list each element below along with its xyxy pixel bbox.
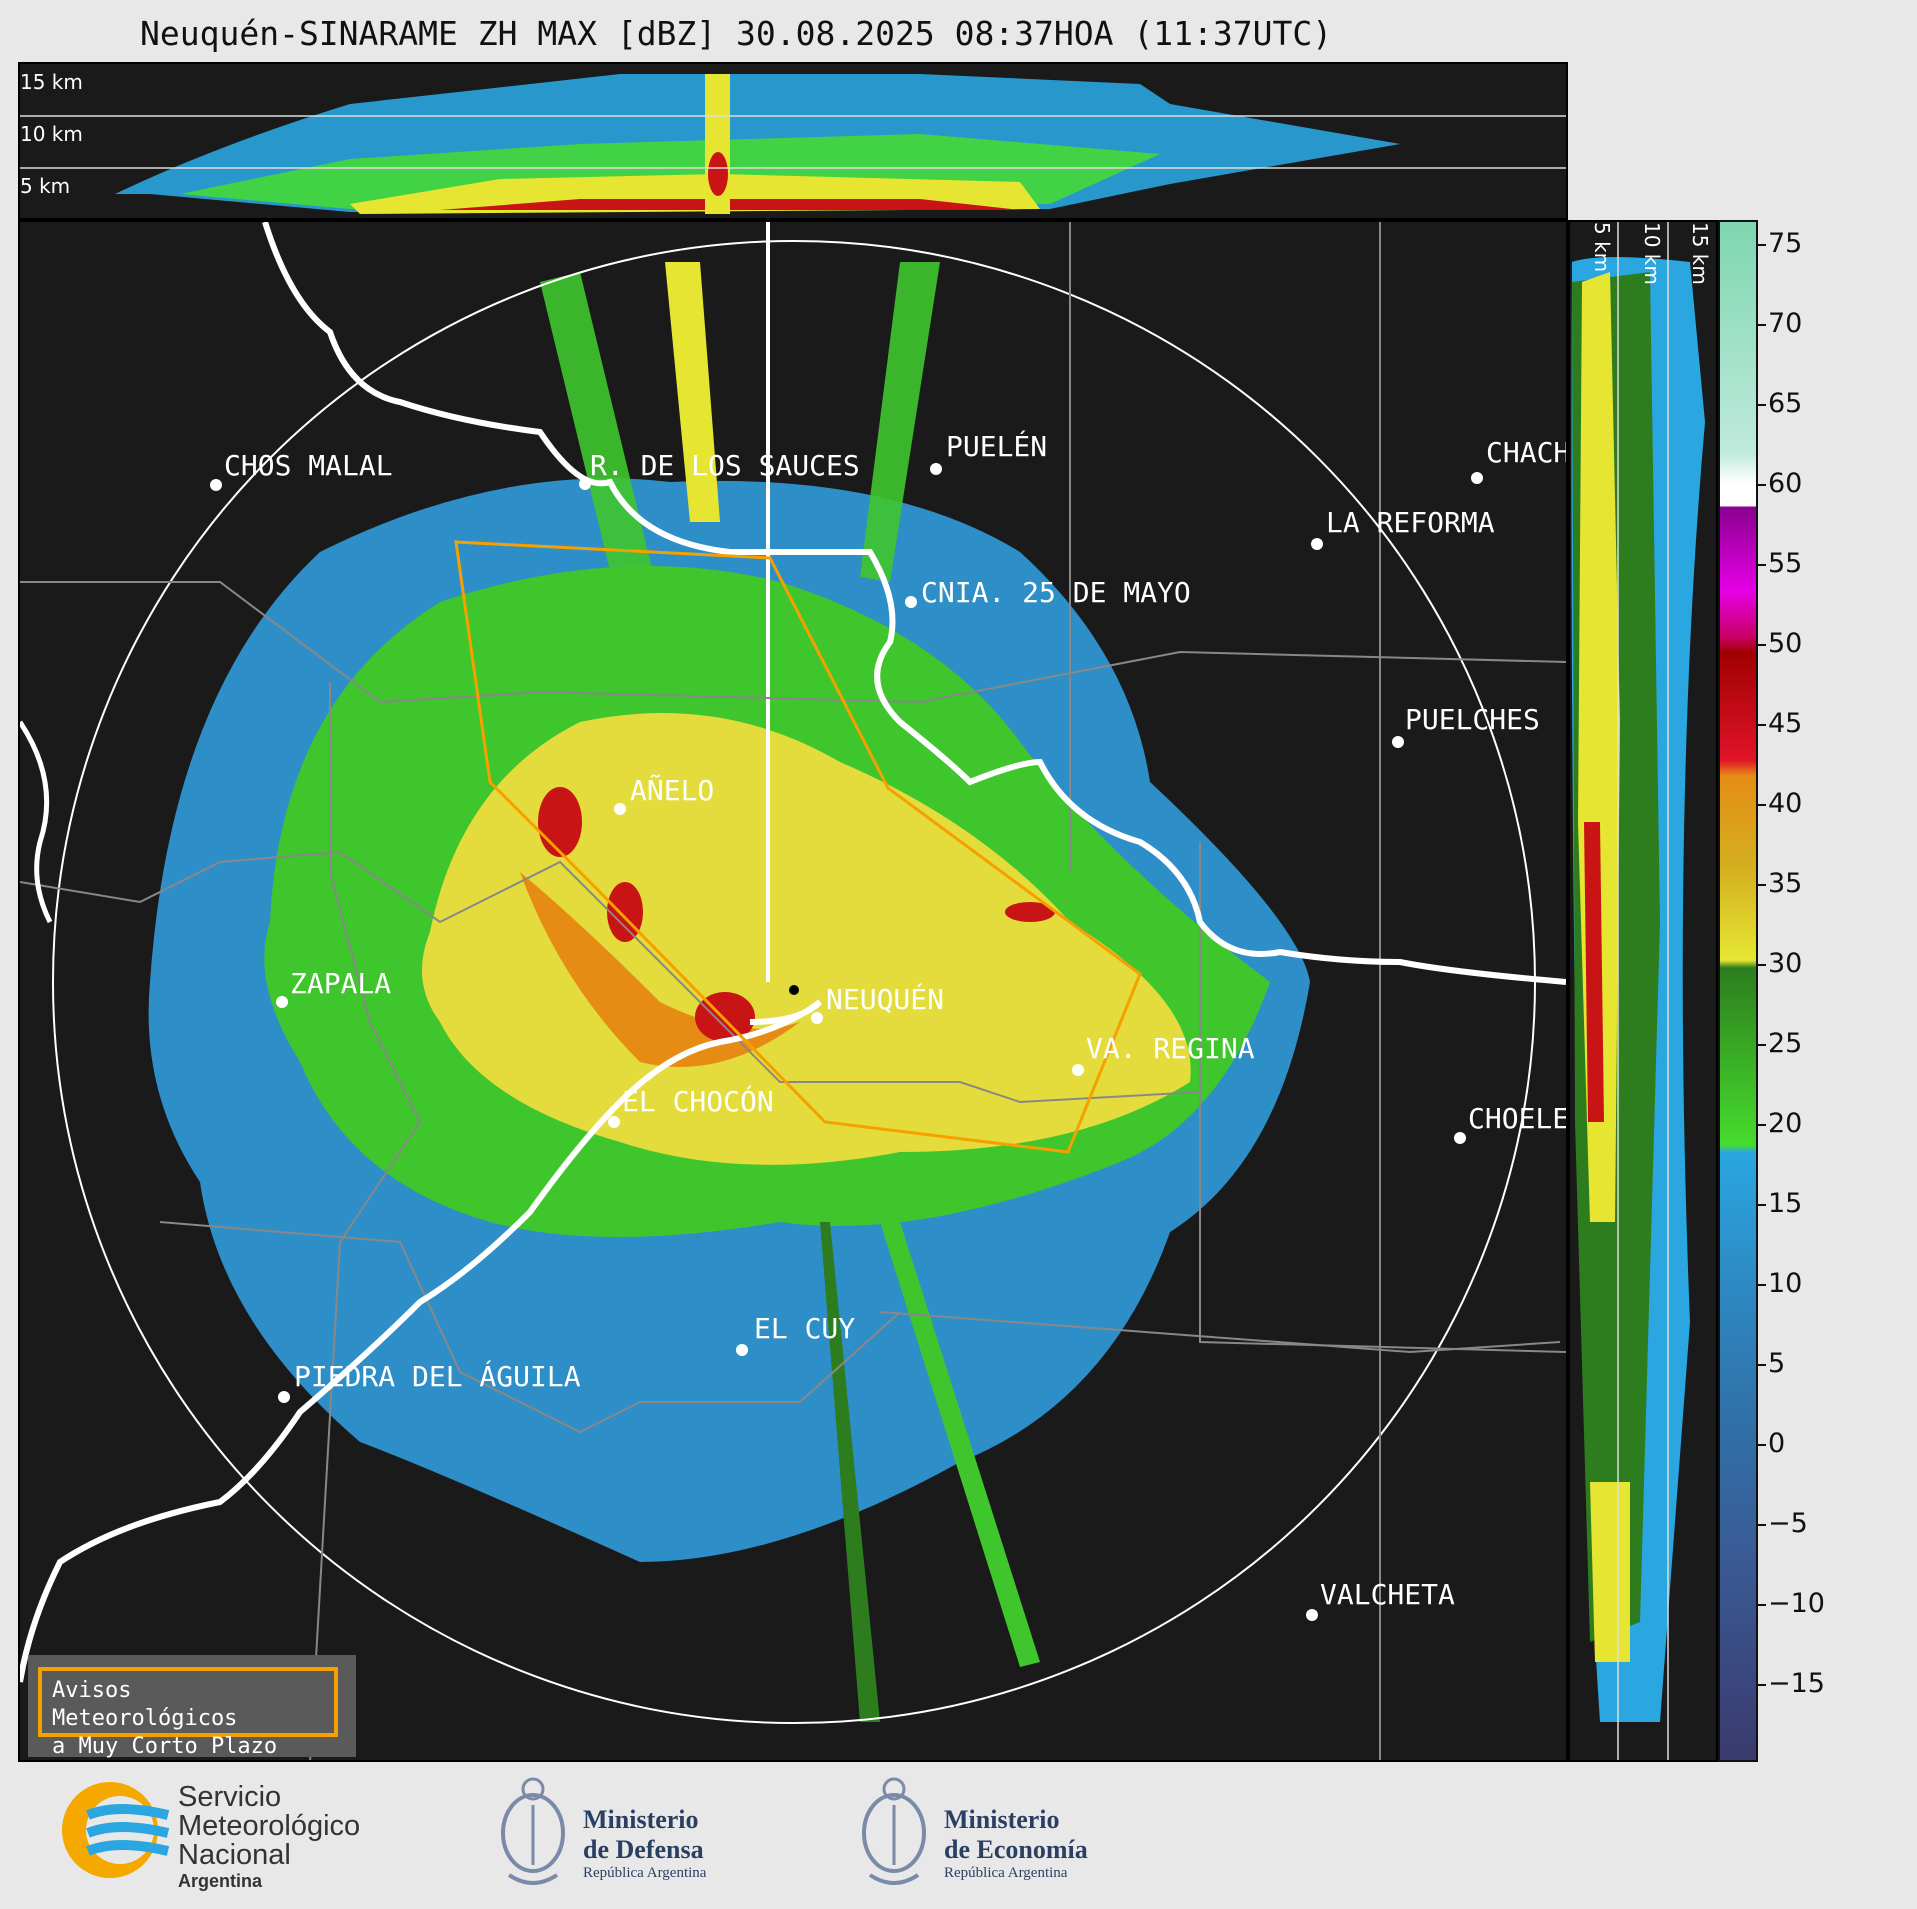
height-label-15km: 15 km	[20, 70, 83, 94]
city-label-el-cuy: EL CUY	[754, 1312, 855, 1345]
side-height-label-10km: 10 km	[1640, 222, 1664, 285]
height-label-5km: 5 km	[20, 174, 71, 198]
city-label-anelo: AÑELO	[630, 773, 714, 807]
echo-strong	[422, 713, 1191, 1165]
echo-core-red-1	[538, 787, 582, 857]
colorbar-tick-60: 60	[1768, 468, 1803, 499]
smn-line3: Nacional	[178, 1839, 291, 1871]
colorbar-tick-45: 45	[1768, 708, 1803, 739]
colorbar-tick-10: 10	[1768, 1268, 1803, 1299]
colorbar-tick-70: 70	[1768, 308, 1803, 339]
echo-core-orange	[520, 872, 800, 1067]
radar-map-panel: CHOS MALAL R. DE LOS SAUCES PUELÉN CHACH…	[18, 220, 1568, 1762]
colorbar-tick-50: 50	[1768, 628, 1803, 659]
coat-of-arms-icon	[501, 1777, 565, 1885]
city-label-villa-regina: VA. REGINA	[1086, 1032, 1255, 1065]
colorbar-tick-0: 0	[1768, 1428, 1786, 1459]
smn-line2: Meteorológico	[178, 1810, 361, 1842]
side-height-label-5km: 5 km	[1590, 222, 1614, 273]
colorbar-tick-20: 20	[1768, 1108, 1803, 1139]
defensa-line1: Ministerio	[583, 1805, 699, 1834]
city-label-neuquen: NEUQUÉN	[826, 982, 944, 1016]
colorbar	[1718, 220, 1758, 1762]
city-label-cnia-25-de-mayo: CNIA. 25 DE MAYO	[921, 576, 1191, 609]
warning-legend-line2: a Muy Corto Plazo	[52, 1734, 278, 1759]
height-label-10km: 10 km	[20, 122, 83, 146]
echo-core-red-4	[1005, 902, 1055, 922]
city-label-puelen: PUELÉN	[946, 429, 1047, 463]
radar-map-svg: CHOS MALAL R. DE LOS SAUCES PUELÉN CHACH…	[20, 222, 1566, 1760]
top-cross-section-panel: 15 km 10 km 5 km	[18, 62, 1568, 220]
colorbar-tick-25: 25	[1768, 1028, 1803, 1059]
economia-line2: de Economía	[944, 1835, 1088, 1864]
warning-legend-box: Avisos Meteorológicos a Muy Corto Plazo	[28, 1655, 356, 1759]
colorbar-tick-75: 75	[1768, 228, 1803, 259]
city-label-chos-malal: CHOS MALAL	[224, 449, 393, 482]
warning-legend-frame: Avisos Meteorológicos a Muy Corto Plazo	[38, 1667, 338, 1759]
warning-legend-line1: Avisos Meteorológicos	[52, 1678, 238, 1731]
colorbar-tick-65: 65	[1768, 388, 1803, 419]
economia-line1: Ministerio	[944, 1805, 1060, 1834]
title-text: Neuquén-SINARAME ZH MAX [dBZ] 30.08.2025…	[140, 14, 1333, 53]
city-label-chachi: CHACH	[1486, 436, 1566, 469]
colorbar-tick-minus15: −15	[1768, 1668, 1825, 1699]
city-label-rincon-de-los-sauces: R. DE LOS SAUCES	[590, 449, 860, 482]
city-label-valcheta: VALCHETA	[1320, 1578, 1455, 1611]
side-height-label-15km: 15 km	[1688, 222, 1712, 285]
colorbar-tick-55: 55	[1768, 548, 1803, 579]
echo-core-red-2	[607, 882, 643, 942]
smn-line4: Argentina	[178, 1871, 263, 1891]
defensa-line3: República Argentina	[583, 1865, 707, 1881]
defensa-line2: de Defensa	[583, 1835, 704, 1864]
city-label-el-chocon: EL CHOCÓN	[622, 1084, 774, 1118]
colorbar-tick-minus10: −10	[1768, 1588, 1825, 1619]
smn-line1: Servicio	[178, 1781, 282, 1813]
city-label-puelches: PUELCHES	[1405, 703, 1540, 736]
economia-line3: República Argentina	[944, 1865, 1068, 1881]
city-label-piedra-del-aguila: PIEDRA DEL ÁGUILA	[294, 1359, 581, 1393]
city-label-choele: CHOELE	[1468, 1102, 1566, 1135]
colorbar-tick-minus5: −5	[1768, 1508, 1808, 1539]
smn-logo-icon	[62, 1782, 170, 1878]
city-label-zapala: ZAPALA	[290, 967, 391, 1000]
city-label-la-reforma: LA REFORMA	[1326, 506, 1495, 539]
side-cross-section-panel: 5 km 10 km 15 km	[1568, 220, 1718, 1762]
colorbar-tick-15: 15	[1768, 1188, 1803, 1219]
warning-polygon	[454, 540, 1142, 1154]
colorbar-tick-5: 5	[1768, 1348, 1786, 1379]
colorbar-tick-35: 35	[1768, 868, 1803, 899]
coat-of-arms-icon	[862, 1777, 926, 1885]
colorbar-tick-40: 40	[1768, 788, 1803, 819]
colorbar-tick-30: 30	[1768, 948, 1803, 979]
